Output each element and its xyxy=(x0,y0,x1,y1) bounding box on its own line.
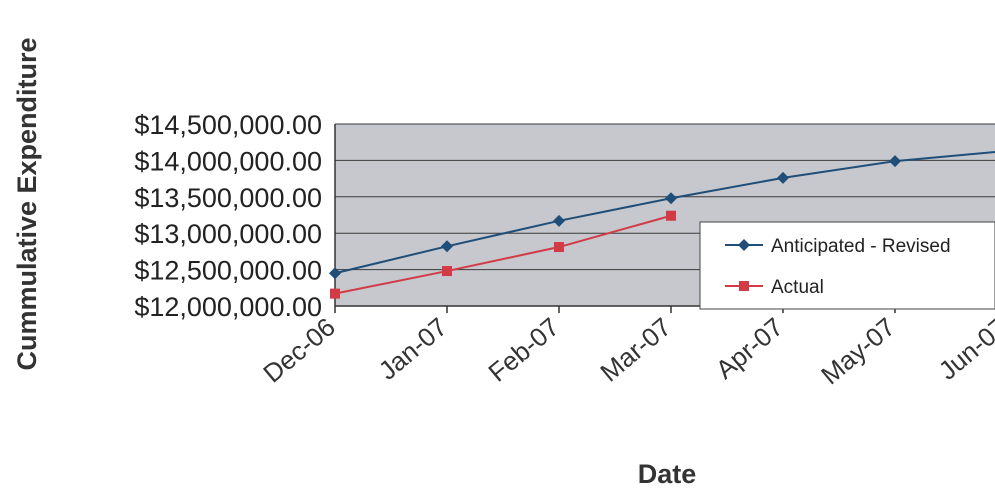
y-tick-label: $12,500,000.00 xyxy=(134,256,322,286)
data-point-actual xyxy=(330,288,340,299)
y-tick-label: $13,500,000.00 xyxy=(134,183,322,213)
data-point-anticipated xyxy=(553,214,565,227)
x-tick-label: May-07 xyxy=(815,312,901,391)
y-tick-label: $14,000,000.00 xyxy=(134,146,322,176)
x-axis-ticks: Dec-06 Jan-07 Feb-07 Mar-07 Apr-07 May-07 Jun-… xyxy=(257,306,995,390)
y-tick-label: $13,000,000.00 xyxy=(134,219,322,249)
legend-label-anticipated: Anticipated - Revised xyxy=(771,236,951,257)
series-line-anticipated xyxy=(334,151,995,275)
x-tick-label: Dec-06 xyxy=(257,312,340,389)
data-point-actual xyxy=(442,266,452,277)
x-axis-title: Date xyxy=(638,459,697,488)
x-tick-label: Feb-07 xyxy=(482,312,564,388)
legend-marker-anticipated xyxy=(738,239,750,251)
x-tick-label: Jan-07 xyxy=(373,312,453,386)
x-tick-label: Mar-07 xyxy=(594,312,676,388)
legend-box xyxy=(699,221,995,310)
data-point-anticipated xyxy=(441,240,453,253)
series xyxy=(329,151,995,299)
data-point-anticipated xyxy=(665,192,677,205)
y-axis-title: Cummulative Expenditure xyxy=(12,37,42,370)
data-point-anticipated xyxy=(329,267,341,280)
legend-marker-actual xyxy=(739,281,749,291)
x-tick-label: Jun-07 xyxy=(933,312,995,386)
x-tick-label: Apr-07 xyxy=(710,312,789,385)
data-point-actual xyxy=(554,242,564,253)
legend-label-actual: Actual xyxy=(771,277,824,298)
y-tick-label: $12,000,000.00 xyxy=(134,292,322,322)
data-point-anticipated xyxy=(889,155,901,168)
y-axis-ticks: $12,000,000.00 $12,500,000.00 $13,000,000.… xyxy=(134,110,322,322)
data-point-actual xyxy=(666,210,676,221)
series-line-actual xyxy=(334,214,672,295)
y-tick-label: $14,500,000.00 xyxy=(134,110,322,140)
legend: Anticipated - Revised Actual xyxy=(699,221,995,310)
data-point-anticipated xyxy=(777,171,789,184)
